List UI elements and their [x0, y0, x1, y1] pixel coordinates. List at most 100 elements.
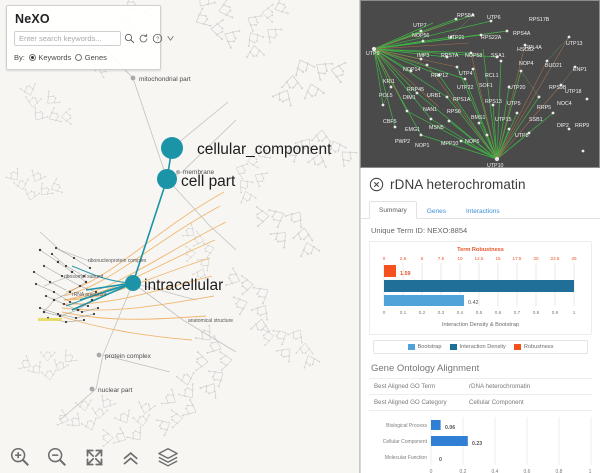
bottom-tick: 0.9 — [552, 310, 559, 315]
gene-label: KRI1 — [383, 79, 395, 85]
gene-label: NOP4 — [519, 61, 533, 67]
bar-label-cellular-component: 0.23 — [472, 441, 482, 447]
robustness-chart-axis-title: Interaction Density & Bootstrap — [441, 322, 520, 328]
highlighted-node-cellular-component[interactable] — [161, 137, 183, 159]
gene-label: NOP58 — [465, 53, 482, 59]
gene-label: EMG1 — [405, 127, 420, 133]
gene-label: RRP5 — [537, 105, 551, 111]
highlighted-node-intracellular[interactable] — [125, 275, 141, 291]
go-category-key: Best Aligned GO Category — [374, 399, 447, 406]
bottom-tick: 1 — [573, 310, 576, 315]
gene-label: POL5 — [379, 93, 393, 99]
top-tick: 17.5 — [513, 256, 522, 261]
top-tick: 22.5 — [551, 256, 560, 261]
chart-legend: Bootstrap Interaction Density Robustness — [373, 340, 588, 354]
search-row[interactable]: ? — [14, 31, 174, 46]
ontology-node-label-nuclear-part: nuclear part — [98, 387, 133, 394]
term-id-label: Unique Term ID: NEXO:8854 — [371, 226, 468, 235]
gene-label: BMS1 — [471, 115, 485, 121]
filter-option-genes[interactable]: Genes — [75, 53, 107, 62]
gene-network-panel[interactable]: UTP9 UTP10 RPS8A UTP6 UTP7 RPS17B NOP56 … — [360, 0, 600, 168]
gene-label: SSA1 — [491, 53, 505, 59]
gene-label: NOC4 — [557, 101, 572, 107]
go-category-value: Cellular Component — [469, 399, 524, 406]
legend-item-interaction-density: Interaction Density — [449, 344, 506, 350]
gene-label: RRP45 — [407, 87, 424, 93]
top-tick: 10 — [457, 256, 463, 261]
table-row: Best Aligned GO Term rDNA heterochromati… — [369, 379, 592, 395]
tab-bar[interactable]: Summary Genes Interactions — [361, 200, 600, 219]
gene-label: UTP7 — [413, 23, 427, 29]
help-icon[interactable]: ? — [152, 32, 163, 45]
gene-label: DIM1 — [403, 95, 416, 101]
gene-label: UTP10 — [487, 163, 504, 168]
bar-bootstrap — [384, 295, 464, 306]
tab-interactions[interactable]: Interactions — [465, 208, 500, 215]
gene-network-canvas[interactable]: UTP9 UTP10 RPS8A UTP6 UTP7 RPS17B NOP56 … — [361, 1, 600, 168]
legend-swatch-robustness — [513, 344, 521, 350]
gene-label: CBF5 — [383, 119, 397, 125]
filter-option-keywords[interactable]: Keywords — [28, 53, 72, 62]
zoom-in-button[interactable] — [8, 445, 32, 469]
ontology-node[interactable] — [130, 75, 136, 81]
legend-label-robustness: Robustness — [523, 344, 554, 350]
gene-label: NOP56 — [412, 33, 429, 39]
highlighted-node-cell-part[interactable] — [157, 169, 177, 189]
refresh-icon[interactable] — [138, 32, 149, 45]
gene-label: RPS4A — [513, 31, 531, 37]
ontology-graph-canvas[interactable]: ribonucleoprotein complex ribosomal subu… — [0, 0, 359, 473]
layers-button[interactable] — [156, 445, 180, 469]
filter-row[interactable]: By: Keywords Genes — [14, 53, 153, 62]
gene-label: PWP2 — [395, 139, 410, 145]
bottom-tick: 0.3 — [438, 310, 445, 315]
go-cat-label: Cellular Component — [383, 439, 428, 445]
collapse-icon[interactable] — [166, 32, 175, 45]
fit-to-screen-button[interactable] — [82, 445, 106, 469]
search-panel[interactable]: NeXO ? By: Keywor — [6, 5, 174, 70]
bar-label-biological-process: 0.06 — [445, 425, 455, 431]
ontology-node[interactable] — [89, 386, 95, 392]
network-hub-node[interactable] — [371, 46, 377, 52]
radio-keywords[interactable] — [28, 54, 36, 61]
bottom-tick: 0.4 — [457, 310, 464, 315]
gene-label-group: UTP9 UTP10 RPS8A UTP6 UTP7 RPS17B NOP56 … — [366, 13, 589, 168]
gene-label: NOP6 — [465, 139, 479, 145]
ontology-graph-panel[interactable]: ribonucleoprotein complex ribosomal subu… — [0, 0, 360, 473]
go-alignment-title: Gene Ontology Alignment — [371, 363, 480, 374]
bottom-tick: 0.7 — [514, 310, 521, 315]
go-x-tick: 0 — [430, 469, 433, 473]
gene-label: MSN5 — [429, 125, 444, 131]
top-tick: 20 — [533, 256, 539, 261]
gene-label: RPS7A — [441, 53, 459, 59]
gene-label: UTP13 — [566, 41, 583, 47]
close-circle-icon[interactable] — [369, 177, 384, 192]
gene-label: RRP9 — [575, 123, 589, 129]
term-info-panel: rDNA heterochromatin Summary Genes Inter… — [360, 168, 600, 473]
zoom-out-button[interactable] — [45, 445, 69, 469]
gene-label: RPS8A — [457, 13, 475, 19]
ontology-node[interactable] — [96, 352, 102, 358]
gene-label: UTP4 — [459, 71, 473, 77]
gene-label: NOP14 — [403, 67, 420, 73]
bar-label-robustness: 1.59 — [400, 271, 411, 277]
legend-swatch-bootstrap — [407, 344, 415, 350]
gene-label: UTP6 — [487, 15, 501, 21]
legend-label-interaction-density: Interaction Density — [459, 344, 506, 350]
tab-summary[interactable]: Summary — [369, 201, 417, 219]
gene-label: UTP15 — [495, 117, 512, 123]
search-icon[interactable] — [124, 32, 135, 45]
bottom-tick: 0.6 — [495, 310, 502, 315]
tab-genes[interactable]: Genes — [426, 208, 446, 215]
top-tick: 5 — [421, 256, 424, 261]
go-x-tick: 0.6 — [524, 469, 531, 473]
radio-genes[interactable] — [75, 54, 83, 61]
ontology-node[interactable] — [176, 170, 180, 174]
search-input[interactable] — [14, 31, 121, 46]
gene-label: RPS13 — [485, 99, 502, 105]
graph-toolbar[interactable] — [8, 445, 180, 469]
filter-option-keywords-label: Keywords — [38, 53, 72, 62]
gene-label: DIP2 — [557, 123, 569, 129]
network-hub-node[interactable] — [494, 156, 500, 162]
collapse-tree-button[interactable] — [119, 445, 143, 469]
